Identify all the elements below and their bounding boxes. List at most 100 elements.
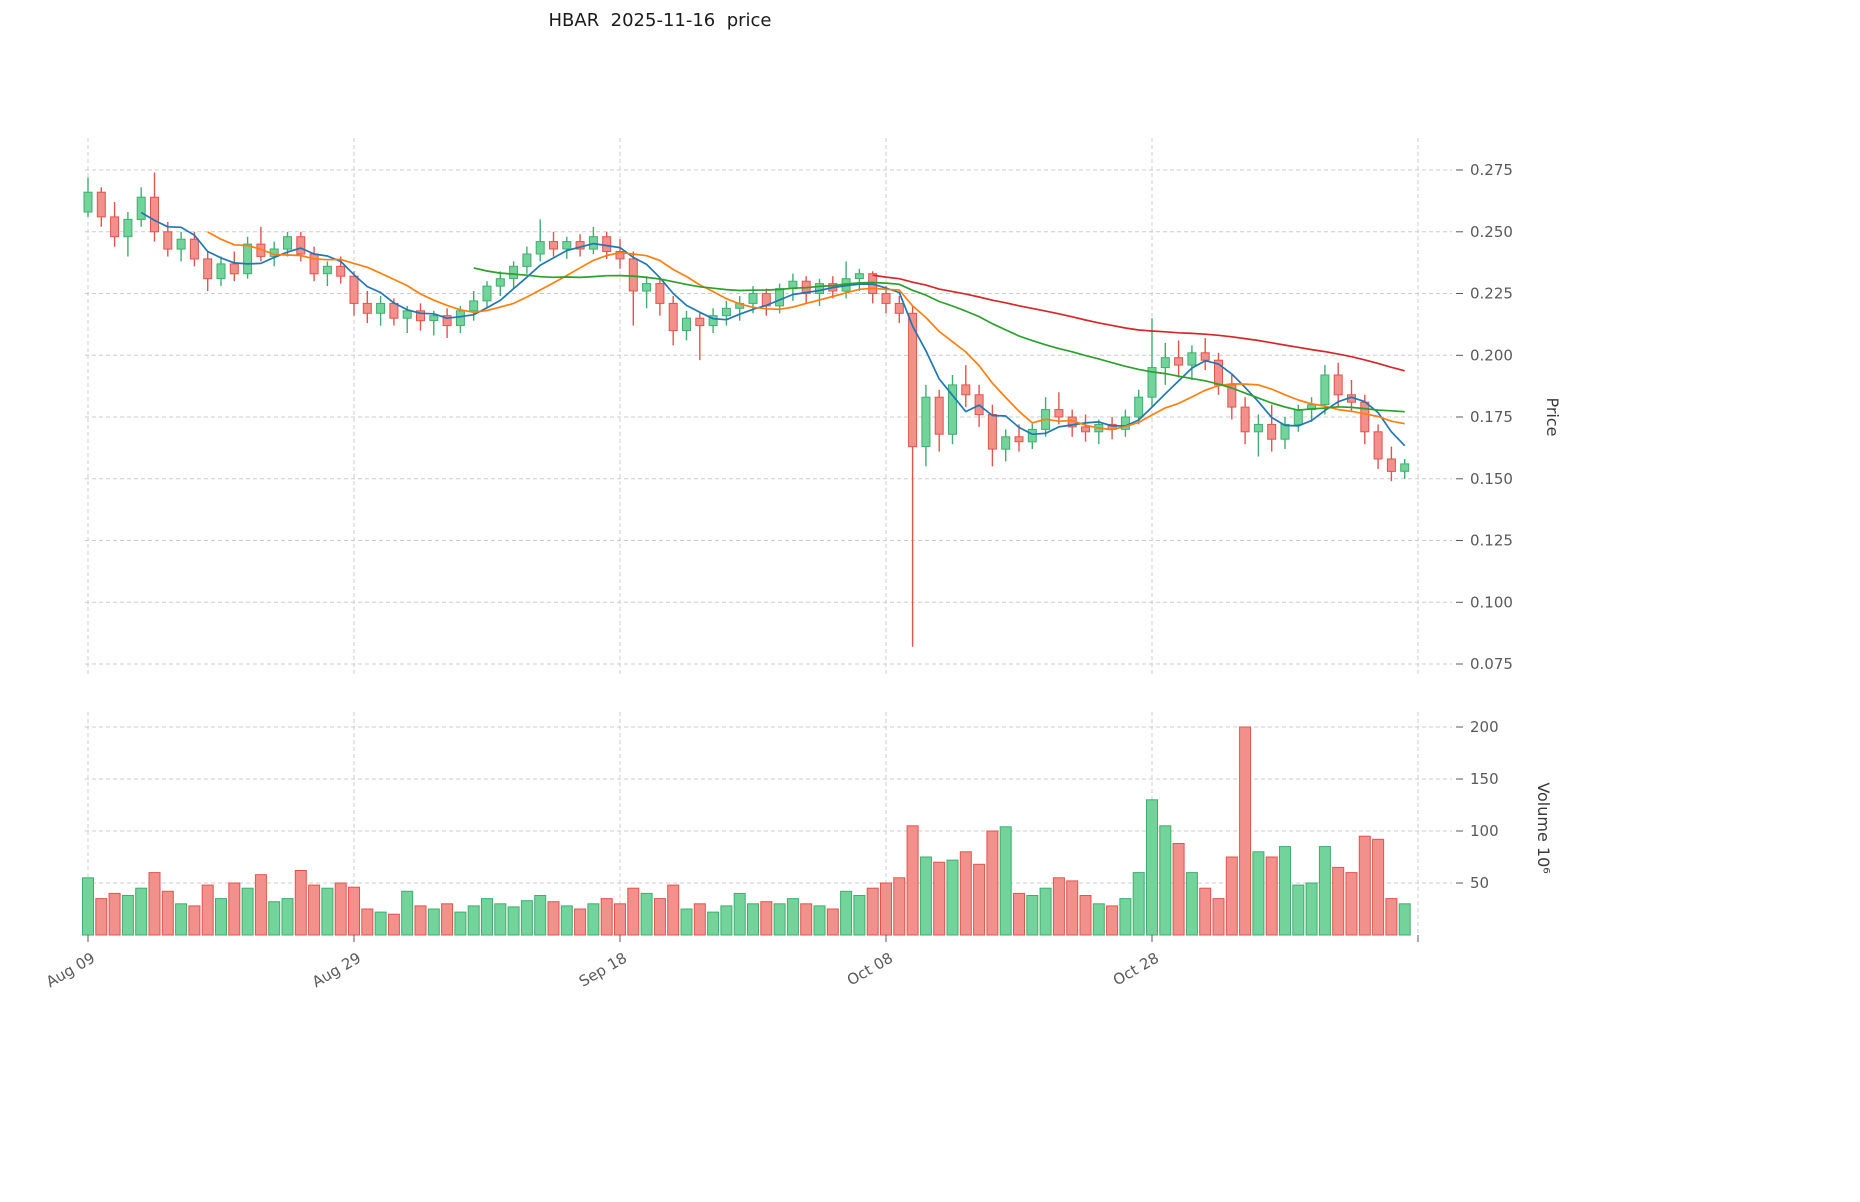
candle-body [1054, 409, 1064, 418]
volume-bar [760, 901, 773, 936]
candle-body [1240, 406, 1250, 433]
volume-bar [1265, 856, 1278, 936]
candle-body [1280, 423, 1290, 440]
volume-bar [215, 898, 227, 936]
candle-body [1373, 431, 1383, 460]
candle [801, 276, 811, 304]
volume-bar [1119, 898, 1132, 936]
candle-body [203, 258, 213, 280]
candle [189, 231, 199, 267]
candle [1160, 342, 1170, 385]
volume-bar [1252, 851, 1265, 936]
candle-body [362, 302, 372, 314]
candle-body [1187, 352, 1197, 366]
candle-body [1001, 436, 1011, 450]
candle-body [1081, 426, 1090, 433]
volume-bar [1026, 895, 1039, 936]
volume-bar [188, 905, 201, 936]
volume-bar [201, 884, 214, 936]
volume-axis-label: Volume 10⁶ [1534, 782, 1553, 873]
volume-bar [414, 905, 427, 936]
volume-bar [507, 906, 520, 936]
volume-bar [334, 882, 347, 936]
candle [123, 212, 133, 257]
candle [96, 187, 106, 227]
candle-body [562, 241, 572, 250]
volume-bar [1132, 872, 1145, 936]
volume-bar [653, 898, 666, 936]
candle-body [1120, 416, 1130, 430]
volume-bar [614, 903, 626, 936]
candle [615, 239, 625, 269]
volume-bar [1385, 898, 1398, 936]
candle [1386, 446, 1396, 482]
candle-body [176, 238, 186, 250]
candle-body [948, 384, 957, 435]
candle [163, 221, 173, 257]
candle-body [1160, 357, 1170, 369]
candle [1134, 389, 1144, 425]
volume-bar [693, 903, 706, 936]
volume-bar [294, 870, 307, 936]
candle [655, 278, 665, 316]
price-tick-label: 0.125 [1470, 532, 1513, 550]
candle-body [1293, 409, 1303, 425]
candle-body [775, 288, 785, 307]
candle-body [987, 414, 997, 450]
date-tick-label: Aug 09 [43, 949, 98, 991]
candle [1174, 340, 1184, 378]
candle [1280, 417, 1290, 450]
volume-bar [946, 859, 959, 936]
volume-bar [800, 903, 813, 936]
volume-bar [1305, 882, 1318, 936]
volume-tick-label: 150 [1470, 770, 1499, 788]
volume-bar [1292, 884, 1305, 936]
volume-layer [82, 726, 1411, 936]
candle-body [1386, 458, 1396, 472]
volume-bar [1013, 892, 1025, 936]
candle-body [908, 312, 918, 448]
volume-bar [1159, 825, 1172, 936]
volume-bar [308, 884, 321, 936]
candle [721, 300, 731, 326]
candle-body [309, 253, 319, 275]
candle [1054, 392, 1064, 425]
candle-body [336, 265, 346, 277]
volume-bar [1372, 838, 1385, 936]
candle [881, 286, 891, 314]
candle [1227, 375, 1237, 420]
volume-tick-label: 50 [1470, 874, 1489, 892]
candle [362, 291, 372, 324]
candle-body [815, 283, 824, 295]
chart-title: HBAR 2025-11-16 price [548, 10, 772, 31]
candle-body [416, 310, 425, 322]
candle [216, 256, 226, 287]
candle [1001, 429, 1011, 462]
volume-bar [720, 905, 733, 936]
volume-bar [82, 877, 94, 936]
volume-bar [1052, 877, 1065, 936]
candle [203, 251, 213, 291]
candle-body [748, 293, 758, 304]
ma-line-10d [207, 231, 1405, 431]
candle-body [668, 302, 678, 332]
candle-body [921, 396, 931, 448]
candle-body [655, 283, 665, 304]
candle [1041, 397, 1051, 437]
candle-body [615, 251, 625, 260]
date-tick-label: Aug 29 [309, 949, 364, 991]
volume-bar [520, 900, 533, 936]
volume-bar [840, 890, 853, 936]
ma-line-5d [140, 211, 1406, 447]
volume-bar [1079, 895, 1092, 936]
volume-bar [1398, 903, 1411, 936]
candle-body [216, 263, 226, 280]
candle-body [163, 231, 173, 250]
candle [296, 231, 306, 262]
volume-bar [773, 903, 786, 936]
candle-body [549, 241, 558, 250]
candle [442, 308, 452, 338]
volume-bar [560, 905, 573, 936]
volume-bar [786, 898, 799, 936]
volume-bar [747, 903, 759, 936]
